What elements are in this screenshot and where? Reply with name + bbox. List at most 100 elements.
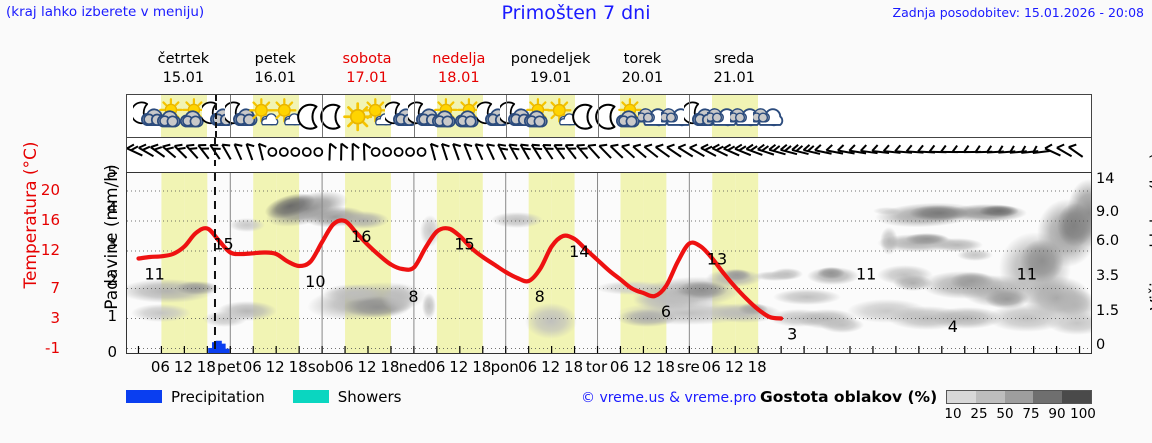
- cloud-blob: [525, 303, 577, 339]
- temperature-tick: 16: [40, 211, 60, 229]
- cloud-blob: [1067, 179, 1091, 247]
- daylight-shading: [735, 173, 759, 353]
- day-date: 21.01: [713, 70, 755, 86]
- wind-barb: [1031, 145, 1050, 155]
- x-axis-tick-06: 06: [242, 358, 262, 376]
- x-axis-tick-12: 12: [632, 358, 652, 376]
- cloud-density-ticks: 10 25 50 75 90 100: [941, 406, 1101, 424]
- density-tick-25: 25: [970, 406, 988, 422]
- cloud-blob: [931, 238, 983, 252]
- cloud-blob: [957, 249, 993, 261]
- current-time-marker: [214, 95, 217, 137]
- density-tick-75: 75: [1022, 406, 1040, 422]
- wind-barb: [257, 142, 267, 161]
- day-name: ponedeljek: [510, 51, 591, 67]
- cloud-blob: [381, 284, 417, 312]
- x-axis-tick-06: 06: [334, 358, 354, 376]
- day-date: 17.01: [346, 70, 388, 86]
- day-name: petek: [254, 51, 296, 67]
- wind-barb: [848, 144, 867, 155]
- wind-barb: [1008, 145, 1027, 154]
- wind-barb-band: [126, 138, 1092, 172]
- wind-barb: [126, 143, 143, 157]
- x-axis-tick-pon: pon: [490, 358, 519, 376]
- wind-barb: [542, 143, 554, 160]
- wind-barb: [138, 143, 154, 158]
- day-name: sreda: [714, 51, 755, 67]
- precipitation-tick: 1: [107, 307, 117, 325]
- x-axis-tick-06: 06: [426, 358, 446, 376]
- temperature-tick: -1: [45, 338, 60, 357]
- cloud-density-title: Gostota oblakov (%): [760, 388, 938, 406]
- wind-barb: [530, 143, 543, 160]
- wind-barb: [802, 144, 821, 155]
- x-axis-tick-12: 12: [724, 358, 744, 376]
- x-axis-tick-18: 18: [655, 358, 675, 376]
- wind-barb-calm: [278, 147, 289, 157]
- wind-barb: [351, 142, 360, 161]
- cloud-blob: [491, 212, 543, 228]
- temperature-point-label: 8: [408, 287, 418, 306]
- weather-icon-sun-smallcloud: [248, 98, 282, 134]
- wind-barb: [508, 143, 520, 160]
- cloud-blob: [203, 311, 247, 327]
- wind-barb: [734, 143, 752, 157]
- cloud-blob: [817, 267, 845, 279]
- temperature-tick: 3: [50, 308, 60, 327]
- temperature-point-label: 15: [213, 235, 233, 254]
- wind-barbs-svg: [126, 138, 1084, 170]
- density-swatch-4: [1062, 391, 1091, 403]
- cloud-height-tick: 14: [1096, 171, 1115, 188]
- day-name: sobota: [342, 51, 392, 67]
- x-axis-tick-18: 18: [380, 358, 400, 376]
- wind-barb: [362, 142, 372, 161]
- day-name: nedelja: [432, 51, 486, 67]
- wind-barb-calm: [267, 147, 278, 157]
- temperature-point-label: 10: [305, 272, 325, 291]
- cloud-blob: [264, 193, 316, 219]
- wind-barb: [621, 143, 636, 159]
- density-tick-10: 10: [944, 406, 962, 422]
- density-swatch-2: [1004, 391, 1034, 403]
- wind-barb-calm: [290, 147, 301, 157]
- x-axis-tick-labels: 06 12 18 pet 06 12 18 sob 06 12 18 ned 06 12 18 pon 06 12…: [126, 358, 1092, 380]
- density-tick-50: 50: [996, 406, 1014, 422]
- wind-barb: [882, 144, 901, 154]
- wind-barb: [328, 142, 337, 161]
- wind-barb: [1020, 145, 1039, 154]
- wind-barb: [340, 142, 349, 161]
- wind-barb: [245, 143, 255, 161]
- weather-icon-sun-cloud: [615, 98, 649, 134]
- x-axis-tick-12: 12: [541, 358, 561, 376]
- wind-barb: [429, 142, 439, 161]
- copyright-link[interactable]: © vreme.us & vreme.pro: [581, 390, 757, 406]
- weather-icon-moon-cloud: [130, 98, 167, 134]
- x-axis-tick-ned: ned: [398, 358, 428, 376]
- x-axis-tick-tor: tor: [585, 358, 608, 376]
- daylight-shading: [253, 173, 277, 353]
- precipitation-tick: 4: [107, 199, 117, 217]
- temperature-line: [136, 218, 784, 321]
- x-axis-tick-18: 18: [564, 358, 584, 376]
- wind-barb: [474, 143, 484, 161]
- wind-barb-calm: [405, 147, 415, 157]
- wind-barb: [564, 144, 577, 160]
- last-update-label: Zadnja posodobitev: 15.01.2026 - 20:08: [892, 5, 1144, 20]
- cloud-blob: [175, 281, 219, 295]
- weather-icon-band: [126, 94, 1092, 138]
- showers-swatch: [292, 390, 329, 403]
- cloud-blob: [131, 304, 191, 322]
- wind-barb-calm: [301, 147, 312, 157]
- density-tick-90: 90: [1048, 406, 1066, 422]
- weather-icon-sun-cloud: [156, 98, 190, 134]
- temperature-point-label: 16: [351, 227, 371, 246]
- cloud-blob: [1047, 311, 1091, 335]
- wind-barb: [609, 143, 624, 159]
- x-axis-tick-pet: pet: [216, 358, 242, 376]
- precipitation-tick: 0: [107, 343, 117, 361]
- day-separator: [505, 95, 507, 137]
- cloud-height-tick: 1.5: [1096, 303, 1120, 320]
- wind-barb: [643, 143, 659, 159]
- density-tick-100: 100: [1070, 406, 1096, 422]
- wind-barb: [150, 143, 166, 158]
